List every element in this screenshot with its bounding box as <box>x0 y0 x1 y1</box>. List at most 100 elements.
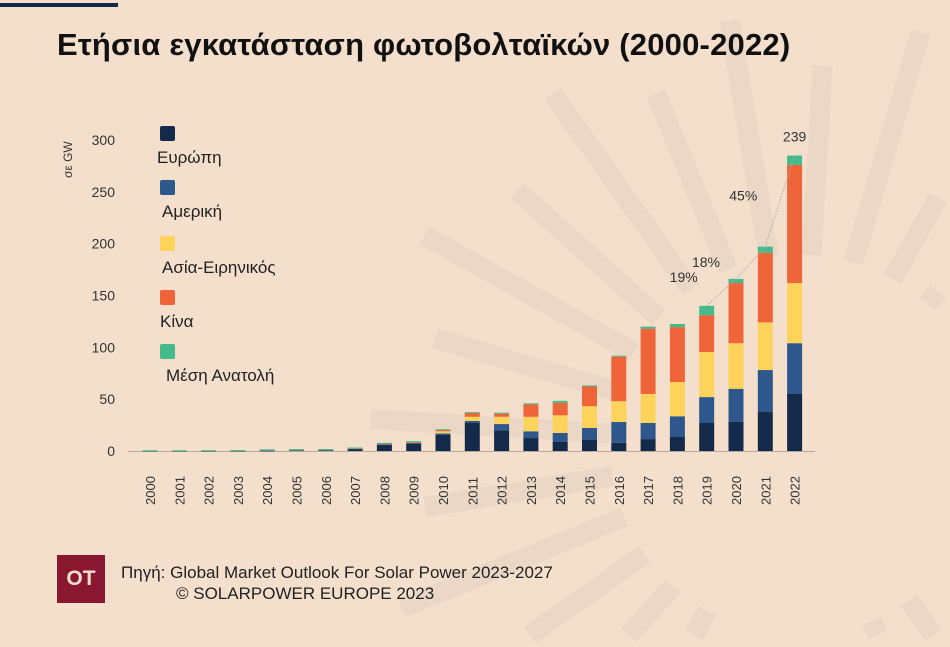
bar-segment-2021 <box>757 252 773 323</box>
top-accent-bar <box>0 3 118 7</box>
ot-logo: OT <box>57 555 105 603</box>
sunburst-ray <box>919 285 946 311</box>
bar-segment-2014 <box>552 400 568 403</box>
legend-swatch <box>160 126 175 141</box>
bar-segment-2016 <box>611 421 627 443</box>
bar-segment-2009 <box>406 442 422 444</box>
x-tick-label: 2013 <box>524 476 539 505</box>
bar-segment-2011 <box>464 423 480 451</box>
bar-segment-2014 <box>552 432 568 442</box>
bar-segment-2015 <box>582 385 597 387</box>
x-tick-label: 2000 <box>143 476 158 505</box>
bar-segment-2015 <box>582 427 597 441</box>
x-tick-label: 2004 <box>260 476 275 505</box>
bar-segment-2009 <box>406 441 422 443</box>
bar-segment-2019 <box>699 423 715 451</box>
sunburst-ray <box>801 65 833 256</box>
x-tick-label: 2006 <box>319 476 334 505</box>
sunburst-ray <box>646 89 738 273</box>
legend-label: Ευρώπη <box>157 148 222 167</box>
bar-segment-2018 <box>669 437 685 451</box>
bar-segment-2018 <box>669 382 685 417</box>
bar-segment-2018 <box>669 416 685 438</box>
x-tick-label: 2016 <box>612 476 627 505</box>
bar-segment-2007 <box>347 448 363 450</box>
sunburst-ray <box>370 409 611 444</box>
bar-segment-2004 <box>259 449 275 451</box>
bar-segment-2017 <box>640 439 656 451</box>
annotation-label: 18% <box>692 254 720 270</box>
annotation-label: 239 <box>783 129 807 145</box>
legend-swatch <box>160 290 175 305</box>
bar-segment-2017 <box>640 326 656 329</box>
legend-item-middle-east: Μέση Ανατολή <box>155 344 355 394</box>
bar-segment-2017 <box>640 423 656 440</box>
bar-segment-2020 <box>728 388 744 422</box>
y-tick-label: 100 <box>92 339 116 355</box>
bar-segment-2013 <box>523 416 539 432</box>
bar-segment-2008 <box>376 444 392 446</box>
x-tick-label: 2008 <box>377 476 392 505</box>
sunburst-ray <box>423 466 615 518</box>
legend-label: Ασία-Ειρηνικός <box>162 258 276 277</box>
bar-segment-2000 <box>142 450 158 452</box>
copyright-text: © SOLARPOWER EUROPE 2023 <box>176 584 435 603</box>
sunburst-ray <box>544 87 699 296</box>
x-tick-label: 2017 <box>641 476 656 505</box>
source-text: Πηγή: Global Market Outlook For Solar Po… <box>121 563 553 582</box>
x-tick-label: 2011 <box>465 477 480 505</box>
bar-segment-2012 <box>494 413 510 417</box>
legend-item-america: Αμερική <box>155 180 355 230</box>
legend-swatch <box>160 344 175 359</box>
bar-segment-2022 <box>787 155 803 165</box>
bar-segment-2012 <box>494 416 510 425</box>
legend-item-europe: Ευρώπη <box>155 126 355 176</box>
legend-label: Κίνα <box>160 312 194 331</box>
bar-segment-2010 <box>435 433 451 435</box>
bar-segment-2019 <box>699 315 715 352</box>
bar-segment-2016 <box>611 401 627 422</box>
bar-segment-2008 <box>376 444 392 451</box>
bar-segment-2002 <box>201 450 217 452</box>
bar-segment-2004 <box>259 450 275 452</box>
bar-segment-2012 <box>494 412 510 414</box>
bar-segment-2016 <box>611 355 627 357</box>
sunburst-ray <box>524 546 651 644</box>
bar-segment-2013 <box>523 404 539 417</box>
y-tick-label: 250 <box>92 184 116 200</box>
sunburst-ray <box>719 19 779 260</box>
y-tick-label: 200 <box>92 236 116 252</box>
bar-segment-2012 <box>494 424 510 431</box>
bar-segment-2015 <box>582 440 597 451</box>
bar-segment-2021 <box>757 412 773 451</box>
bar-segment-2007 <box>347 448 363 451</box>
sunburst-ray <box>510 183 666 326</box>
x-tick-label: 2007 <box>348 476 363 505</box>
annotation-label: 19% <box>670 269 698 285</box>
bar-segment-2013 <box>523 403 539 405</box>
bar-segment-2007 <box>347 447 363 449</box>
annotation-label: 45% <box>729 188 757 204</box>
sunburst-ray <box>685 606 717 640</box>
bar-segment-2020 <box>728 421 744 451</box>
bar-segment-2022 <box>787 393 803 451</box>
x-tick-label: 2015 <box>583 476 598 505</box>
legend-item-asia-pacific: Ασία-Ειρηνικός <box>155 236 355 286</box>
x-tick-label: 2019 <box>700 476 715 505</box>
bar-segment-2008 <box>376 442 392 444</box>
y-tick-label: 0 <box>107 443 115 459</box>
legend-item-china: Κίνα <box>155 290 355 340</box>
bar-segment-2017 <box>640 328 656 394</box>
bar-segment-2021 <box>757 246 773 253</box>
legend-label: Μέση Ανατολή <box>166 366 275 385</box>
sunburst-ray <box>398 507 628 618</box>
sunburst-ray <box>432 328 621 402</box>
x-tick-label: 2003 <box>231 476 246 505</box>
bar-segment-2009 <box>406 441 422 443</box>
bar-segment-2018 <box>669 324 685 328</box>
y-axis-label: σε GW <box>61 141 75 178</box>
bar-segment-2010 <box>435 431 451 434</box>
bar-segment-2016 <box>611 356 627 402</box>
bar-segment-2011 <box>464 412 480 414</box>
